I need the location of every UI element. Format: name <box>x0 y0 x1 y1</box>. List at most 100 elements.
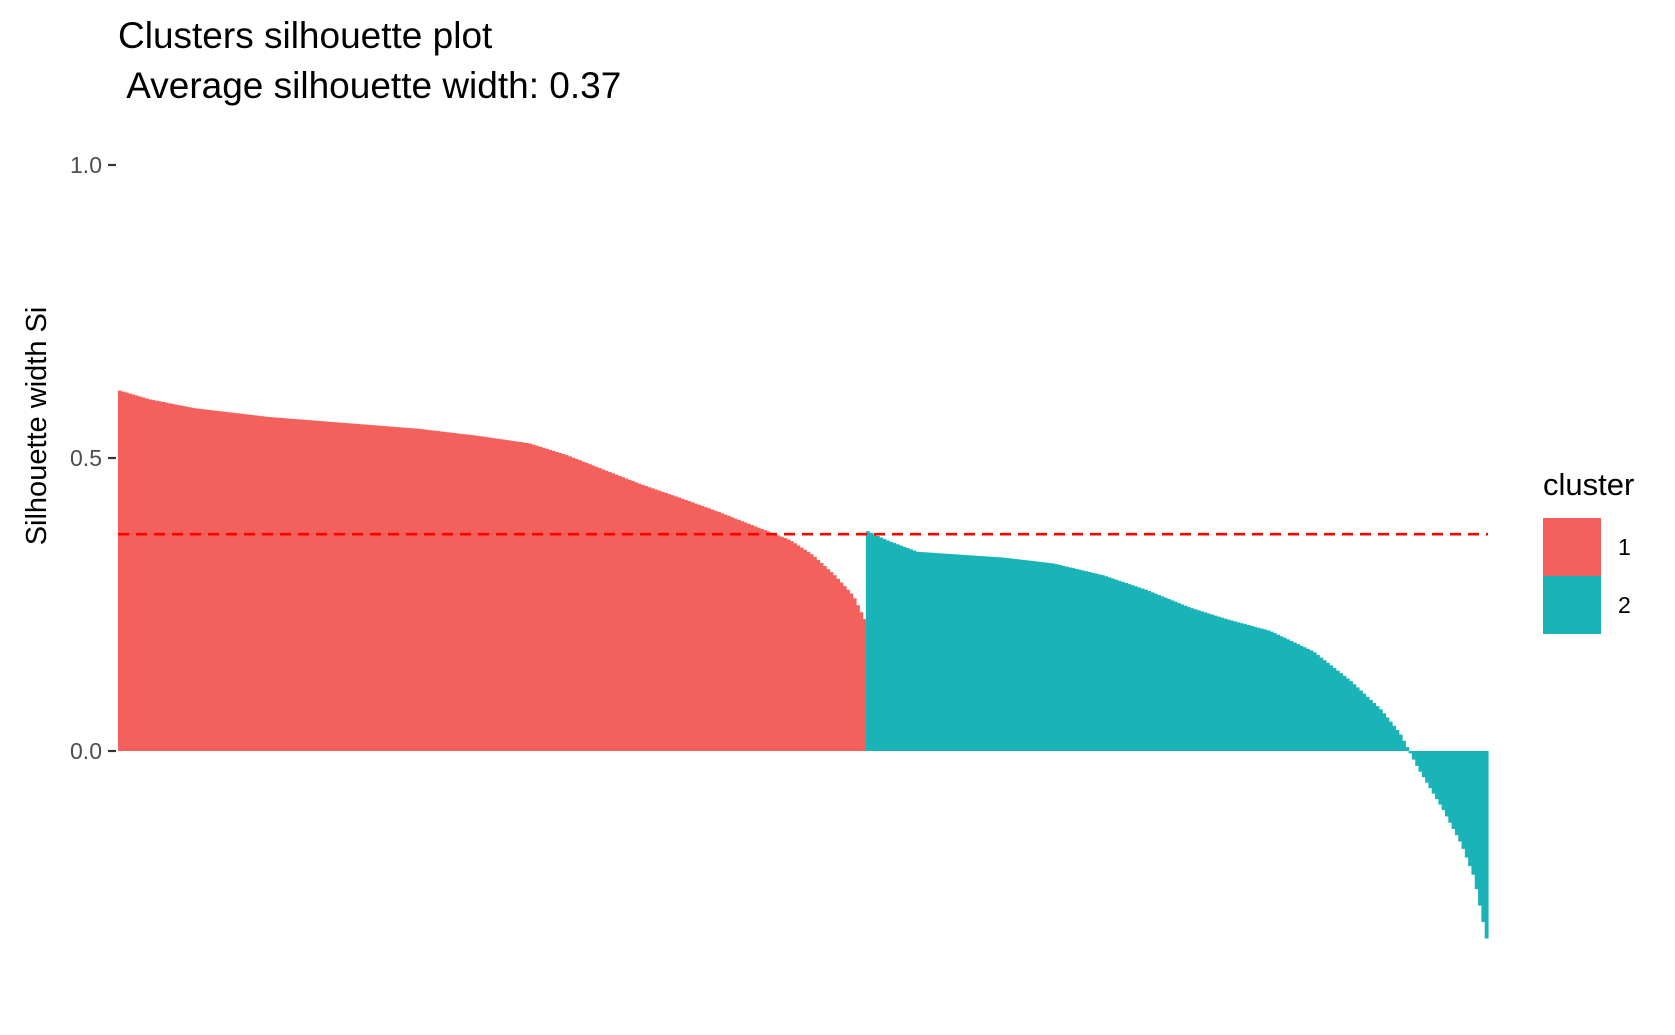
silhouette-bar <box>697 504 702 751</box>
silhouette-bar <box>435 431 440 751</box>
silhouette-bar <box>170 403 175 751</box>
legend-label-1: 1 <box>1618 534 1631 560</box>
silhouette-bar <box>730 517 735 751</box>
silhouette-bar <box>1034 561 1039 751</box>
silhouette-bar <box>495 438 500 751</box>
silhouette-bar <box>1028 560 1032 751</box>
silhouette-bar <box>1057 564 1062 751</box>
silhouette-bar <box>723 514 728 751</box>
silhouette-bar <box>213 410 218 751</box>
silhouette-bar <box>240 413 245 751</box>
silhouette-bar <box>1114 579 1118 751</box>
silhouette-bar <box>1425 751 1430 783</box>
silhouette-bar <box>538 446 543 751</box>
silhouette-bar <box>621 477 625 751</box>
silhouette-bar <box>968 555 973 751</box>
silhouette-bar <box>1461 751 1466 849</box>
silhouette-bar <box>419 429 424 751</box>
silhouette-bar <box>382 426 387 751</box>
silhouette-bar <box>991 556 996 751</box>
silhouette-bar <box>534 445 539 751</box>
silhouette-bar <box>693 503 698 751</box>
silhouette-bar <box>1269 631 1274 751</box>
silhouette-bar <box>1067 567 1072 751</box>
silhouette-bar <box>839 582 844 751</box>
silhouette-bar <box>1435 751 1439 800</box>
silhouette-bar <box>127 393 132 751</box>
silhouette-bar <box>1322 660 1327 751</box>
silhouette-bar <box>882 539 887 751</box>
silhouette-bar <box>908 549 913 751</box>
silhouette-bar <box>733 518 738 751</box>
silhouette-bar <box>465 434 470 751</box>
silhouette-bar <box>141 397 146 751</box>
silhouette-bar <box>346 423 351 751</box>
silhouette-bar <box>1448 751 1453 823</box>
silhouette-bar <box>607 472 612 751</box>
silhouette-bar <box>1123 582 1128 751</box>
silhouette-bar <box>1438 751 1443 805</box>
silhouette-bar <box>1203 612 1208 751</box>
y-tick-label: 0.5 <box>70 445 102 471</box>
silhouette-bar <box>498 439 503 751</box>
silhouette-bar <box>680 498 685 751</box>
silhouette-bar <box>726 515 731 751</box>
silhouette-bar <box>773 534 778 751</box>
silhouette-bar <box>1329 665 1334 751</box>
silhouette-bar <box>283 418 288 751</box>
silhouette-bar <box>1339 673 1343 751</box>
silhouette-bar <box>518 442 523 751</box>
silhouette-bar <box>750 525 754 751</box>
silhouette-bar <box>164 402 169 751</box>
silhouette-bar <box>177 405 182 751</box>
silhouette-bar <box>134 395 139 751</box>
silhouette-bar <box>1421 751 1426 778</box>
silhouette-bar <box>584 462 589 751</box>
silhouette-bar <box>1256 627 1261 751</box>
silhouette-bar <box>1332 667 1337 751</box>
silhouette-bar <box>1001 557 1006 751</box>
silhouette-bar <box>604 470 609 751</box>
silhouette-bar <box>1309 650 1314 751</box>
silhouette-bar <box>448 432 453 751</box>
silhouette-bar <box>339 422 344 751</box>
silhouette-bar <box>574 458 579 751</box>
silhouette-bar <box>1481 751 1486 923</box>
silhouette-bar <box>1071 568 1075 751</box>
silhouette-bar <box>571 457 576 751</box>
silhouette-bar <box>432 430 437 751</box>
silhouette-bar <box>664 492 668 751</box>
silhouette-bar <box>237 413 242 751</box>
silhouette-bar <box>677 497 682 751</box>
silhouette-bar <box>1408 751 1413 754</box>
silhouette-bar <box>1392 725 1396 751</box>
silhouette-bar <box>220 411 225 751</box>
silhouette-bar <box>829 572 834 751</box>
silhouette-bar <box>1259 628 1264 751</box>
silhouette-bar <box>1213 615 1218 751</box>
silhouette-bar <box>544 448 549 751</box>
silhouette-bar <box>809 554 814 751</box>
y-tick-label: 1.0 <box>70 152 102 178</box>
silhouette-bar <box>624 478 629 751</box>
silhouette-bar <box>154 400 159 751</box>
silhouette-bar <box>941 553 946 751</box>
silhouette-bar <box>505 440 510 751</box>
silhouette-bar <box>362 424 367 751</box>
silhouette-bar <box>1021 559 1026 751</box>
silhouette-bar <box>1431 751 1436 794</box>
silhouette-bar <box>925 552 930 751</box>
silhouette-bar <box>260 416 265 751</box>
silhouette-bar <box>756 527 761 751</box>
silhouette-bar <box>1382 713 1387 751</box>
silhouette-bar <box>568 456 572 751</box>
silhouette-bar <box>1133 586 1138 751</box>
silhouette-bar <box>392 426 397 751</box>
silhouette-bar <box>511 441 516 751</box>
silhouette-bar <box>343 422 347 751</box>
silhouette-bar <box>1395 729 1400 751</box>
silhouette-bar <box>1249 625 1254 751</box>
bars-layer <box>118 390 1489 939</box>
silhouette-bar <box>1173 601 1178 751</box>
